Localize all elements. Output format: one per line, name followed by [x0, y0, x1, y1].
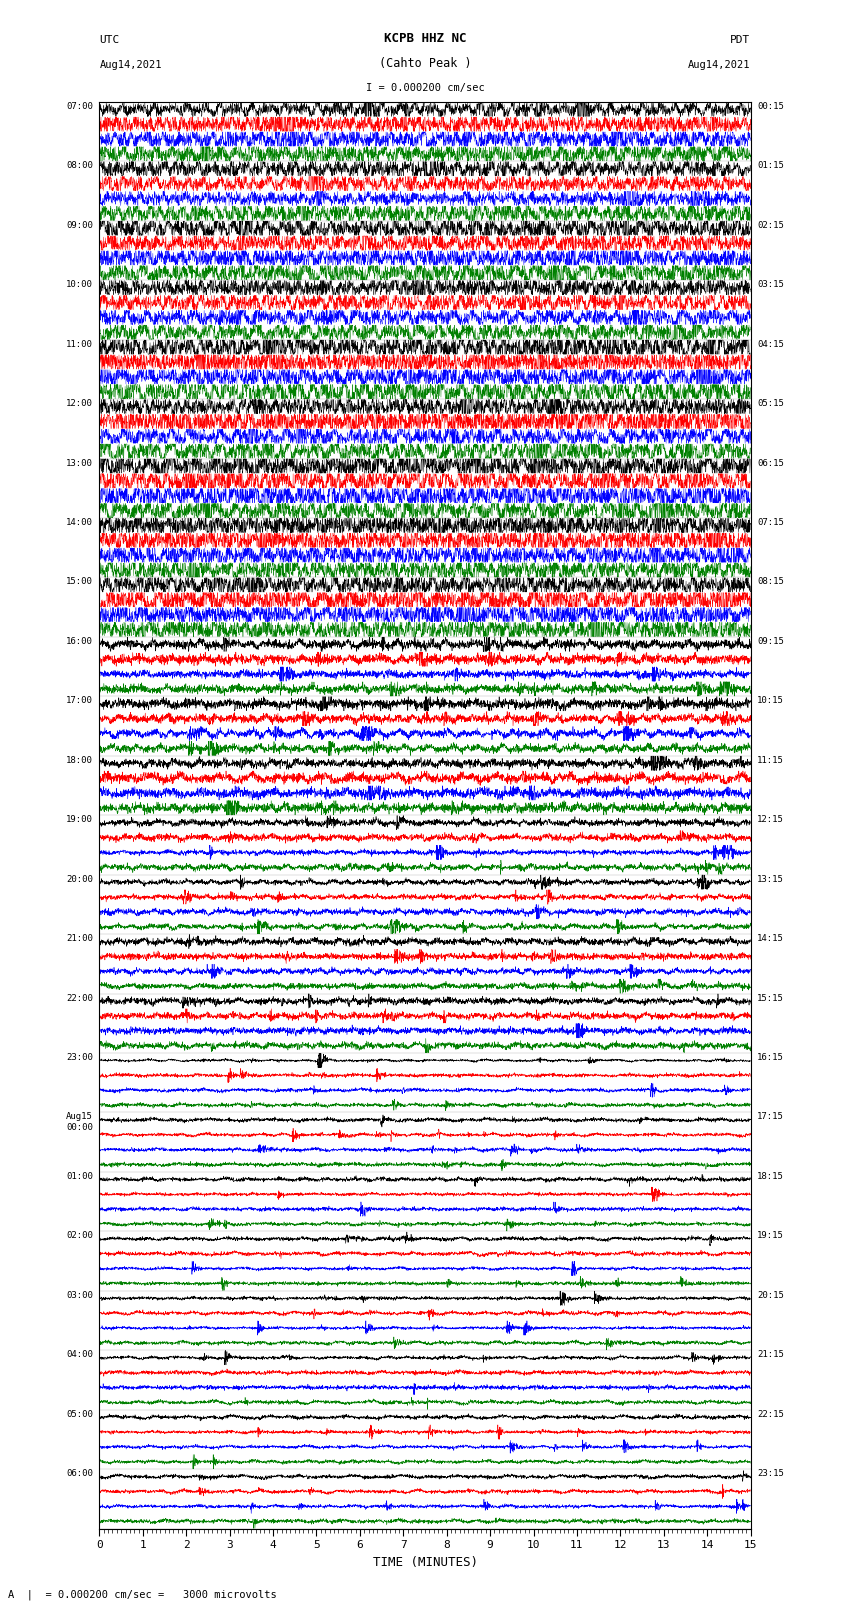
Text: 04:00: 04:00: [66, 1350, 93, 1360]
Text: 23:00: 23:00: [66, 1053, 93, 1061]
Text: PDT: PDT: [730, 35, 751, 45]
Text: 00:15: 00:15: [757, 102, 784, 111]
Text: 11:15: 11:15: [757, 756, 784, 765]
Text: KCPB HHZ NC: KCPB HHZ NC: [383, 32, 467, 45]
Text: 18:15: 18:15: [757, 1173, 784, 1181]
Text: 18:00: 18:00: [66, 756, 93, 765]
Text: 06:00: 06:00: [66, 1469, 93, 1478]
Text: 13:15: 13:15: [757, 874, 784, 884]
X-axis label: TIME (MINUTES): TIME (MINUTES): [372, 1557, 478, 1569]
Text: 15:00: 15:00: [66, 577, 93, 587]
Text: 14:00: 14:00: [66, 518, 93, 527]
Text: 03:15: 03:15: [757, 281, 784, 289]
Text: 10:00: 10:00: [66, 281, 93, 289]
Text: 23:15: 23:15: [757, 1469, 784, 1478]
Text: 15:15: 15:15: [757, 994, 784, 1003]
Text: 20:15: 20:15: [757, 1290, 784, 1300]
Text: 22:15: 22:15: [757, 1410, 784, 1419]
Text: 04:15: 04:15: [757, 340, 784, 348]
Text: 08:00: 08:00: [66, 161, 93, 171]
Text: Aug14,2021: Aug14,2021: [688, 60, 751, 71]
Text: 12:00: 12:00: [66, 398, 93, 408]
Text: (Cahto Peak ): (Cahto Peak ): [379, 58, 471, 71]
Text: 19:15: 19:15: [757, 1231, 784, 1240]
Text: Aug14,2021: Aug14,2021: [99, 60, 162, 71]
Text: 01:00: 01:00: [66, 1173, 93, 1181]
Text: 17:15: 17:15: [757, 1113, 784, 1121]
Text: 13:00: 13:00: [66, 458, 93, 468]
Text: 05:00: 05:00: [66, 1410, 93, 1419]
Text: 21:00: 21:00: [66, 934, 93, 944]
Text: 12:15: 12:15: [757, 815, 784, 824]
Text: 07:15: 07:15: [757, 518, 784, 527]
Text: 16:15: 16:15: [757, 1053, 784, 1061]
Text: 09:00: 09:00: [66, 221, 93, 229]
Text: 05:15: 05:15: [757, 398, 784, 408]
Text: 22:00: 22:00: [66, 994, 93, 1003]
Text: 08:15: 08:15: [757, 577, 784, 587]
Text: 06:15: 06:15: [757, 458, 784, 468]
Text: 17:00: 17:00: [66, 697, 93, 705]
Text: Aug15
00:00: Aug15 00:00: [66, 1113, 93, 1132]
Text: A  |  = 0.000200 cm/sec =   3000 microvolts: A | = 0.000200 cm/sec = 3000 microvolts: [8, 1589, 277, 1600]
Text: 07:00: 07:00: [66, 102, 93, 111]
Text: 09:15: 09:15: [757, 637, 784, 645]
Text: 14:15: 14:15: [757, 934, 784, 944]
Text: UTC: UTC: [99, 35, 120, 45]
Text: 02:00: 02:00: [66, 1231, 93, 1240]
Text: 20:00: 20:00: [66, 874, 93, 884]
Text: 16:00: 16:00: [66, 637, 93, 645]
Text: 19:00: 19:00: [66, 815, 93, 824]
Text: 01:15: 01:15: [757, 161, 784, 171]
Text: 10:15: 10:15: [757, 697, 784, 705]
Text: 03:00: 03:00: [66, 1290, 93, 1300]
Text: 02:15: 02:15: [757, 221, 784, 229]
Text: 11:00: 11:00: [66, 340, 93, 348]
Text: I = 0.000200 cm/sec: I = 0.000200 cm/sec: [366, 84, 484, 94]
Text: 21:15: 21:15: [757, 1350, 784, 1360]
